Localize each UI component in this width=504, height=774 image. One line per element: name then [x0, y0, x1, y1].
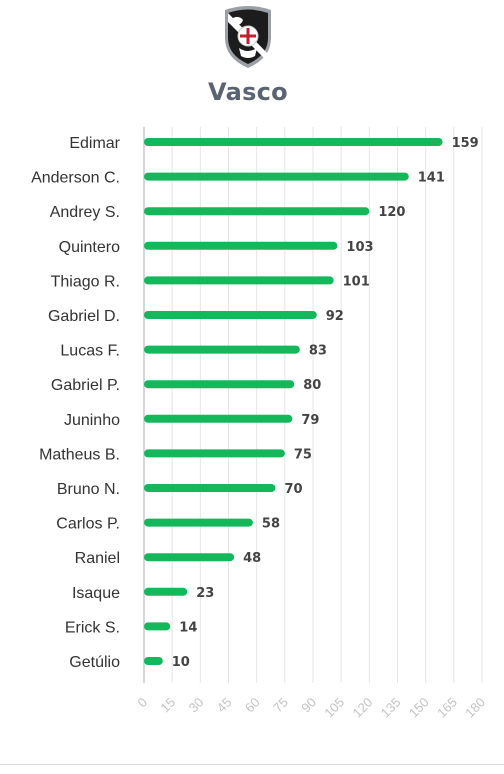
category-label: Anderson C. — [31, 170, 120, 187]
bar — [144, 172, 409, 181]
value-label: 159 — [452, 136, 479, 151]
category-label: Edimar — [69, 135, 120, 152]
x-tick-label: 120 — [350, 695, 376, 721]
bar — [144, 414, 293, 423]
value-label: 75 — [294, 447, 312, 462]
bar — [144, 380, 295, 389]
category-label: Quintero — [59, 239, 120, 256]
category-label: Thiago R. — [51, 273, 120, 290]
value-label: 23 — [196, 586, 214, 601]
x-tick-label: 15 — [157, 695, 178, 716]
category-label: Lucas F. — [60, 343, 120, 360]
bar — [144, 241, 338, 250]
bottom-divider — [0, 764, 504, 765]
x-tick-label: 165 — [434, 695, 460, 721]
value-label: 83 — [309, 344, 327, 359]
category-label: Gabriel P. — [51, 377, 120, 394]
category-label: Juninho — [64, 412, 120, 429]
bar — [144, 622, 171, 631]
value-label: 58 — [262, 517, 280, 532]
x-tick-label: 105 — [321, 695, 347, 721]
vasco-crest-icon — [225, 6, 271, 68]
x-tick-label: 45 — [214, 695, 235, 716]
category-label: Isaque — [72, 585, 120, 602]
x-tick-label: 135 — [378, 695, 404, 721]
bar — [144, 553, 235, 562]
category-label: Matheus B. — [39, 446, 120, 463]
x-tick-label: 75 — [270, 695, 291, 716]
category-label: Getúlio — [69, 654, 120, 671]
bar — [144, 657, 163, 665]
bar — [144, 138, 443, 146]
value-label: 80 — [303, 378, 321, 393]
x-tick-label: 60 — [242, 695, 263, 716]
x-tick-label: 180 — [462, 695, 488, 721]
category-label: Erick S. — [65, 619, 120, 636]
value-label: 48 — [243, 551, 261, 566]
value-label: 101 — [343, 274, 370, 289]
bar — [144, 311, 317, 319]
x-tick-label: 30 — [186, 695, 207, 716]
category-label: Gabriel D. — [48, 308, 120, 325]
bar — [144, 345, 300, 354]
value-label: 10 — [172, 655, 190, 670]
chart-title: Vasco — [208, 78, 288, 106]
bar — [144, 587, 188, 596]
value-label: 92 — [326, 309, 344, 324]
value-label: 120 — [378, 205, 405, 220]
x-tick-label: 0 — [134, 695, 150, 711]
bar — [144, 484, 276, 492]
category-label: Bruno N. — [57, 481, 120, 498]
value-label: 79 — [301, 413, 319, 428]
value-label: 14 — [179, 620, 197, 635]
bar — [144, 207, 370, 216]
x-tick-label: 150 — [406, 695, 432, 721]
value-label: 141 — [418, 171, 445, 186]
bar — [144, 276, 334, 285]
value-label: 70 — [284, 482, 302, 497]
value-label: 103 — [346, 240, 373, 255]
category-label: Andrey S. — [50, 204, 120, 221]
bar — [144, 518, 253, 527]
category-label: Raniel — [75, 550, 120, 567]
category-label: Carlos P. — [56, 516, 120, 533]
x-tick-label: 90 — [298, 695, 319, 716]
bar — [144, 449, 285, 458]
